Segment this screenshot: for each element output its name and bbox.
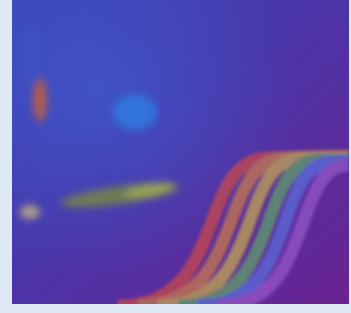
image xyxy=(0,0,351,313)
orange-blob xyxy=(33,78,47,122)
blue-blob xyxy=(20,25,40,75)
bottom-frame xyxy=(0,304,351,313)
cream-blob xyxy=(20,205,40,219)
page xyxy=(0,0,351,313)
blue-cloud xyxy=(113,94,157,130)
